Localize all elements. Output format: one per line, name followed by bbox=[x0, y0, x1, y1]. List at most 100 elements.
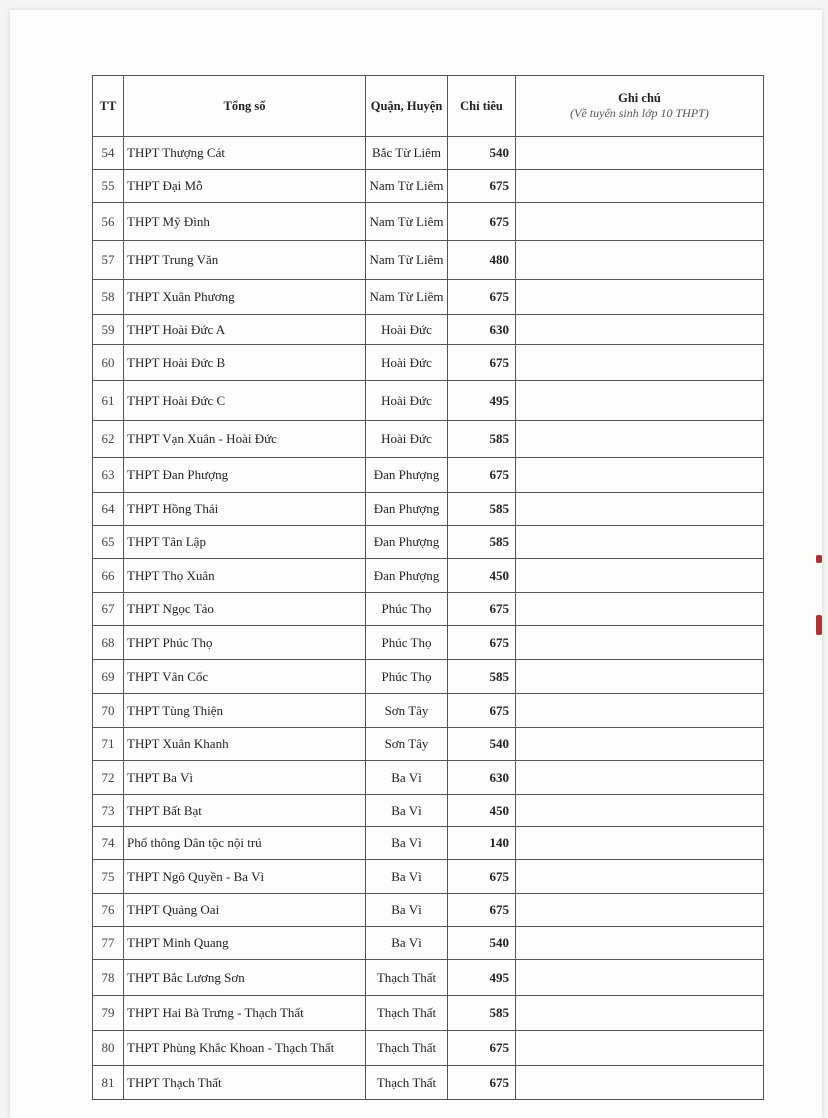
school-name: THPT Minh Quang bbox=[123, 926, 366, 960]
school-name: THPT Tân Lập bbox=[123, 525, 366, 559]
row-number: 74 bbox=[92, 826, 124, 860]
school-name: THPT Đan Phượng bbox=[123, 457, 366, 493]
row-number: 66 bbox=[92, 558, 124, 593]
quota-value: 675 bbox=[447, 202, 516, 241]
header-name: Tổng số bbox=[123, 75, 366, 137]
quota-value: 675 bbox=[447, 344, 516, 381]
document-page: TT Tổng số Quận, Huyện Chỉ tiêu Ghi chú(… bbox=[10, 10, 822, 1118]
district-name: Nam Từ Liêm bbox=[365, 169, 448, 203]
note-cell bbox=[515, 1030, 764, 1066]
school-name: THPT Hoài Đức B bbox=[123, 344, 366, 381]
table-row: 68 THPT Phúc Thọ Phúc Thọ 675 bbox=[92, 625, 764, 660]
district-name: Ba Vì bbox=[365, 926, 448, 960]
school-name: THPT Vạn Xuân - Hoài Đức bbox=[123, 420, 366, 458]
quota-value: 675 bbox=[447, 1030, 516, 1066]
note-cell bbox=[515, 625, 764, 660]
school-name: THPT Trung Văn bbox=[123, 240, 366, 280]
school-name: THPT Tùng Thiện bbox=[123, 693, 366, 728]
quota-value: 480 bbox=[447, 240, 516, 280]
district-name: Phúc Thọ bbox=[365, 625, 448, 660]
district-name: Hoài Đức bbox=[365, 344, 448, 381]
quota-value: 450 bbox=[447, 794, 516, 827]
quota-value: 540 bbox=[447, 926, 516, 960]
table-row: 60 THPT Hoài Đức B Hoài Đức 675 bbox=[92, 344, 764, 381]
quota-value: 675 bbox=[447, 457, 516, 493]
quota-value: 675 bbox=[447, 893, 516, 927]
table-row: 74 Phổ thông Dân tộc nội trú Ba Vì 140 bbox=[92, 826, 764, 860]
note-cell bbox=[515, 760, 764, 795]
quota-value: 540 bbox=[447, 136, 516, 170]
school-name: THPT Hai Bà Trưng - Thạch Thất bbox=[123, 995, 366, 1031]
district-name: Hoài Đức bbox=[365, 314, 448, 345]
note-cell bbox=[515, 794, 764, 827]
school-name: THPT Ngô Quyền - Ba Vì bbox=[123, 859, 366, 894]
quota-value: 675 bbox=[447, 693, 516, 728]
quota-value: 495 bbox=[447, 380, 516, 421]
note-cell bbox=[515, 169, 764, 203]
district-name: Ba Vì bbox=[365, 794, 448, 827]
row-number: 57 bbox=[92, 240, 124, 280]
row-number: 56 bbox=[92, 202, 124, 241]
school-name: THPT Ba Vì bbox=[123, 760, 366, 795]
district-name: Phúc Thọ bbox=[365, 592, 448, 626]
school-name: Phổ thông Dân tộc nội trú bbox=[123, 826, 366, 860]
row-number: 70 bbox=[92, 693, 124, 728]
quota-value: 630 bbox=[447, 760, 516, 795]
note-cell bbox=[515, 659, 764, 694]
table-row: 59 THPT Hoài Đức A Hoài Đức 630 bbox=[92, 314, 764, 345]
district-name: Sơn Tây bbox=[365, 727, 448, 761]
district-name: Đan Phượng bbox=[365, 558, 448, 593]
quota-value: 495 bbox=[447, 959, 516, 996]
table-row: 64 THPT Hồng Thái Đan Phượng 585 bbox=[92, 492, 764, 526]
district-name: Sơn Tây bbox=[365, 693, 448, 728]
quota-value: 450 bbox=[447, 558, 516, 593]
table-row: 75 THPT Ngô Quyền - Ba Vì Ba Vì 675 bbox=[92, 859, 764, 894]
row-number: 80 bbox=[92, 1030, 124, 1066]
table-row: 80 THPT Phùng Khắc Khoan - Thạch Thất Thạc… bbox=[92, 1030, 764, 1066]
note-cell bbox=[515, 558, 764, 593]
school-name: THPT Phùng Khắc Khoan - Thạch Thất bbox=[123, 1030, 366, 1066]
row-number: 69 bbox=[92, 659, 124, 694]
row-number: 65 bbox=[92, 525, 124, 559]
note-cell bbox=[515, 859, 764, 894]
scan-edge-mark bbox=[816, 555, 822, 563]
quota-value: 585 bbox=[447, 995, 516, 1031]
note-cell bbox=[515, 240, 764, 280]
note-cell bbox=[515, 995, 764, 1031]
district-name: Hoài Đức bbox=[365, 380, 448, 421]
quota-value: 675 bbox=[447, 169, 516, 203]
row-number: 71 bbox=[92, 727, 124, 761]
row-number: 64 bbox=[92, 492, 124, 526]
row-number: 75 bbox=[92, 859, 124, 894]
row-number: 81 bbox=[92, 1065, 124, 1100]
district-name: Ba Vì bbox=[365, 760, 448, 795]
header-note-subtitle: (Về tuyển sinh lớp 10 THPT) bbox=[570, 106, 709, 120]
header-note-title: Ghi chú bbox=[618, 91, 661, 105]
district-name: Đan Phượng bbox=[365, 525, 448, 559]
header-quota: Chỉ tiêu bbox=[447, 75, 516, 137]
district-name: Ba Vì bbox=[365, 826, 448, 860]
school-name: THPT Thượng Cát bbox=[123, 136, 366, 170]
school-name: THPT Thọ Xuân bbox=[123, 558, 366, 593]
table-row: 55 THPT Đại Mỗ Nam Từ Liêm 675 bbox=[92, 169, 764, 203]
note-cell bbox=[515, 592, 764, 626]
school-name: THPT Đại Mỗ bbox=[123, 169, 366, 203]
row-number: 72 bbox=[92, 760, 124, 795]
district-name: Nam Từ Liêm bbox=[365, 240, 448, 280]
table-row: 57 THPT Trung Văn Nam Từ Liêm 480 bbox=[92, 240, 764, 280]
note-cell bbox=[515, 1065, 764, 1100]
table-row: 67 THPT Ngọc Tảo Phúc Thọ 675 bbox=[92, 592, 764, 626]
note-cell bbox=[515, 893, 764, 927]
row-number: 59 bbox=[92, 314, 124, 345]
quota-value: 585 bbox=[447, 492, 516, 526]
table-row: 71 THPT Xuân Khanh Sơn Tây 540 bbox=[92, 727, 764, 761]
table-row: 66 THPT Thọ Xuân Đan Phượng 450 bbox=[92, 558, 764, 593]
row-number: 58 bbox=[92, 279, 124, 315]
table-row: 72 THPT Ba Vì Ba Vì 630 bbox=[92, 760, 764, 795]
row-number: 77 bbox=[92, 926, 124, 960]
table-row: 70 THPT Tùng Thiện Sơn Tây 675 bbox=[92, 693, 764, 728]
school-name: THPT Vân Cốc bbox=[123, 659, 366, 694]
school-name: THPT Mỹ Đình bbox=[123, 202, 366, 241]
quota-value: 675 bbox=[447, 1065, 516, 1100]
note-cell bbox=[515, 457, 764, 493]
